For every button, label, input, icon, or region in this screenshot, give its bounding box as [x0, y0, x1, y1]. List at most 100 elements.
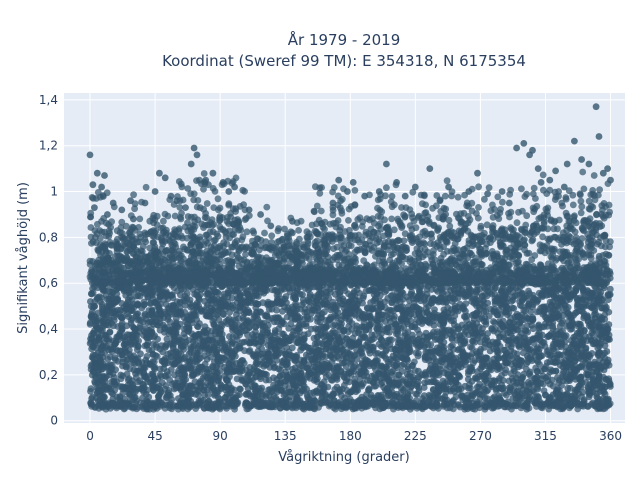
data-point: [604, 335, 612, 342]
data-point: [442, 385, 450, 393]
data-point: [431, 306, 438, 313]
data-point: [514, 312, 522, 320]
data-point: [135, 360, 143, 367]
data-point: [117, 375, 125, 383]
data-point: [88, 313, 95, 321]
data-point: [561, 360, 568, 367]
data-point: [272, 350, 280, 358]
data-point: [310, 389, 318, 396]
data-point: [575, 323, 582, 330]
data-point: [362, 327, 370, 334]
data-point: [579, 340, 587, 348]
data-point: [486, 347, 494, 355]
data-point: [448, 292, 455, 300]
data-point: [108, 389, 115, 396]
data-point: [344, 309, 351, 317]
data-point: [281, 350, 289, 358]
data-point: [155, 392, 163, 400]
data-point: [391, 392, 399, 400]
data-point: [150, 320, 157, 328]
data-point: [88, 290, 95, 298]
data-point: [473, 368, 481, 376]
data-point: [448, 335, 456, 343]
data-point: [520, 306, 528, 314]
data-point: [454, 325, 462, 333]
data-point: [590, 326, 597, 334]
data-point: [279, 371, 286, 379]
data-point: [525, 381, 533, 388]
data-point: [357, 368, 365, 375]
data-point: [218, 335, 226, 343]
data-point: [420, 296, 428, 304]
data-point: [209, 338, 216, 345]
data-point: [385, 377, 393, 385]
data-point: [336, 387, 344, 395]
data-point: [371, 382, 378, 390]
data-point: [488, 377, 496, 385]
data-point: [353, 322, 361, 330]
data-point: [125, 303, 133, 311]
data-point: [226, 333, 233, 340]
data-point: [257, 308, 265, 316]
data-point: [388, 368, 396, 376]
data-point: [381, 352, 388, 360]
data-point: [438, 334, 446, 341]
data-point: [259, 326, 267, 334]
data-point: [98, 343, 106, 351]
data-point: [426, 365, 434, 373]
data-point: [531, 375, 538, 382]
data-point: [480, 389, 488, 396]
data-point: [481, 372, 488, 380]
data-point: [514, 355, 522, 363]
data-point: [393, 302, 400, 310]
data-point: [224, 377, 232, 384]
data-point: [385, 314, 393, 322]
data-point: [121, 337, 129, 344]
data-point: [486, 341, 494, 349]
data-point: [325, 372, 333, 379]
data-point: [211, 321, 218, 328]
data-point: [110, 374, 118, 381]
data-point: [249, 393, 257, 401]
data-point: [366, 362, 373, 370]
data-point: [464, 375, 472, 383]
data-point: [394, 330, 402, 338]
data-point: [506, 318, 513, 326]
data-point: [209, 384, 217, 392]
data-point: [575, 300, 582, 308]
data-point: [233, 328, 241, 335]
data-point: [310, 334, 318, 342]
data-point: [163, 391, 171, 399]
data-point: [263, 360, 271, 368]
data-point: [411, 306, 419, 313]
data-point: [427, 341, 435, 348]
data-point: [135, 337, 143, 345]
data-point: [313, 297, 320, 305]
data-point: [470, 332, 477, 340]
data-point: [491, 300, 499, 308]
data-point: [403, 336, 411, 344]
data-point: [99, 310, 107, 318]
data-point: [526, 368, 534, 376]
data-point: [274, 288, 281, 295]
data-point: [440, 344, 448, 351]
data-point: [400, 386, 407, 394]
data-point: [306, 304, 313, 311]
data-point: [268, 300, 276, 308]
data-point: [347, 368, 355, 376]
data-point: [279, 307, 286, 315]
data-point: [536, 336, 544, 344]
data-point: [170, 334, 177, 342]
data-point: [588, 337, 595, 345]
data-point: [201, 327, 208, 335]
data-point: [508, 361, 516, 368]
data-point: [145, 393, 153, 401]
data-point: [384, 324, 392, 331]
data-point: [388, 307, 395, 314]
data-point: [451, 312, 459, 320]
data-point: [122, 363, 130, 371]
data-point: [129, 323, 137, 331]
data-point: [588, 350, 596, 357]
data-point: [246, 364, 254, 371]
data-point: [601, 342, 609, 350]
